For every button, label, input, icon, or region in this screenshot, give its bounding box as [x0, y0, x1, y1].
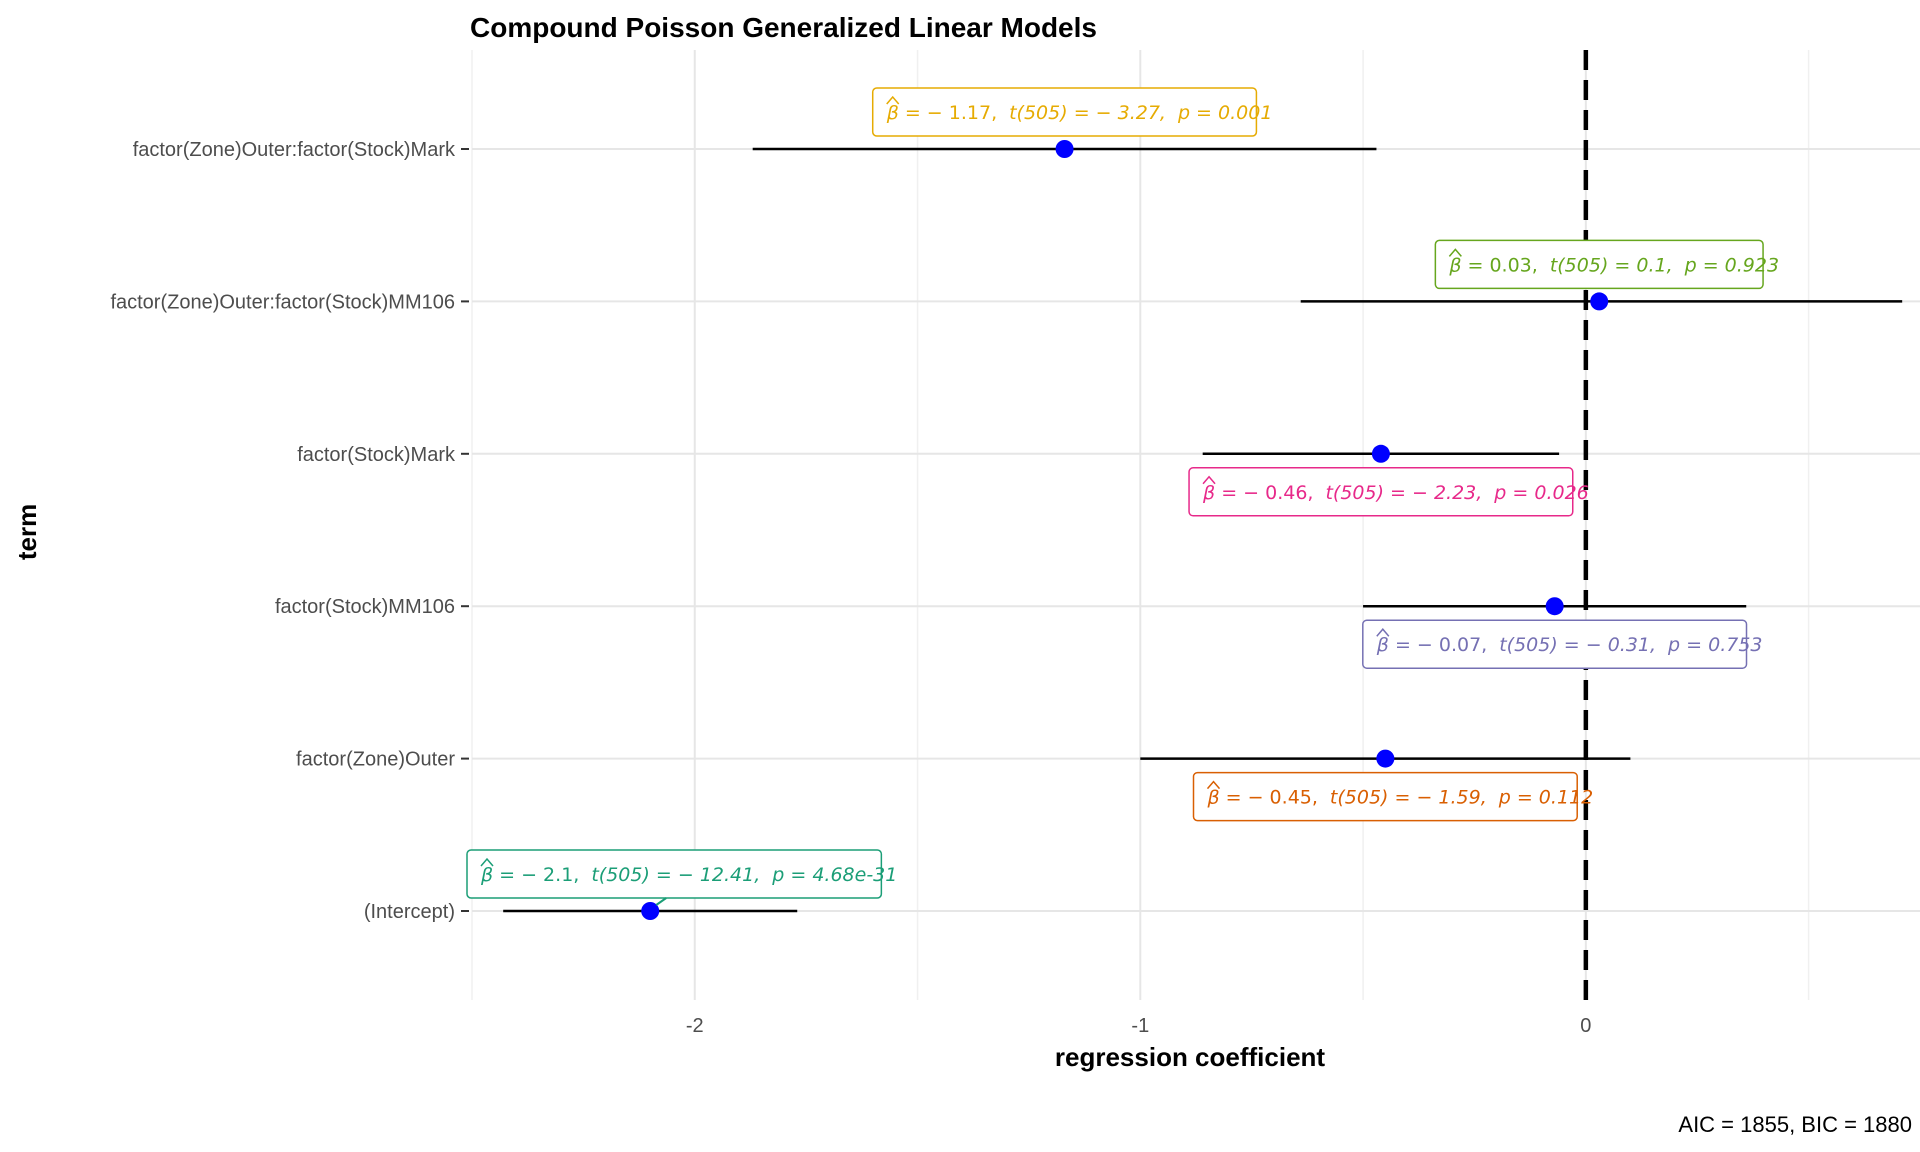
estimate-point	[1055, 140, 1074, 158]
x-tick-label: 0	[1580, 1015, 1591, 1037]
label-box	[1434, 239, 1764, 290]
chart-title: Compound Poisson Generalized Linear Mode…	[470, 12, 1097, 43]
x-axis: -2 -1 0	[686, 1015, 1592, 1037]
estimate-label: β = − 0.46, t(505) = − 2.23, p = 0.026	[1188, 467, 1589, 517]
y-tick-label: factor(Stock)MM106	[275, 596, 455, 618]
x-tick-label: -2	[686, 1015, 704, 1037]
beta-symbol: β	[1448, 254, 1461, 276]
beta-hat	[1202, 475, 1216, 485]
x-axis-title: regression coefficient	[1055, 1042, 1326, 1072]
t-statistic: t(505) = 0.1,	[1550, 254, 1673, 276]
p-value: p = 0.001	[1177, 102, 1272, 124]
beta-value: = 0.03,	[1468, 254, 1538, 276]
t-statistic: t(505) = − 1.59,	[1330, 787, 1487, 809]
beta-value: = − 1.17,	[905, 102, 997, 124]
label-box	[1192, 771, 1578, 822]
y-tick-label: factor(Zone)Outer:factor(Stock)MM106	[110, 291, 455, 313]
estimate-point	[1371, 444, 1390, 463]
p-value: p = 0.112	[1498, 787, 1593, 809]
label-box	[1362, 619, 1748, 669]
beta-value: = − 2.1,	[499, 864, 579, 886]
estimate-point	[1376, 749, 1395, 768]
y-tick-label: (Intercept)	[364, 901, 455, 923]
t-statistic: t(505) = − 3.27,	[1009, 102, 1166, 124]
t-statistic: t(505) = − 0.31,	[1499, 634, 1656, 656]
model-fit-caption: AIC = 1855, BIC = 1880	[1678, 1112, 1912, 1137]
estimate-annotations: β = − 1.17, t(505) = − 3.27, p = 0.001 β = 0.…	[466, 87, 1779, 906]
p-value: p = 4.68e-31	[771, 864, 897, 886]
estimate-label: β = − 0.07, t(505) = − 0.31, p = 0.753	[1362, 619, 1763, 669]
label-box	[871, 87, 1258, 137]
beta-value: = − 0.07,	[1395, 634, 1487, 656]
estimate-label: β = 0.03, t(505) = 0.1, p = 0.923	[1434, 239, 1779, 290]
label-leader	[655, 897, 667, 906]
beta-value: = − 0.45,	[1226, 787, 1318, 809]
estimate-point	[641, 902, 660, 920]
beta-hat	[1448, 248, 1462, 257]
t-statistic: t(505) = − 12.41,	[591, 864, 760, 886]
beta-hat	[1376, 628, 1390, 637]
label-text: β = − 0.07, t(505) = − 0.31, p = 0.753	[1376, 634, 1763, 656]
y-axis: factor(Zone)Outer:factor(Stock)Mark facto…	[110, 139, 469, 923]
estimate-points	[641, 140, 1609, 920]
estimate-label: β = − 2.1, t(505) = − 12.41, p = 4.68e-31	[466, 849, 897, 906]
y-tick-label: factor(Zone)Outer:factor(Stock)Mark	[133, 139, 456, 161]
p-value: p = 0.026	[1493, 482, 1588, 504]
beta-symbol: β	[1376, 634, 1389, 656]
label-text: β = − 1.17, t(505) = − 3.27, p = 0.001	[886, 102, 1273, 124]
y-axis-title: term	[12, 504, 42, 560]
y-tick-label: factor(Zone)Outer	[296, 749, 455, 771]
label-text: β = 0.03, t(505) = 0.1, p = 0.923	[1448, 254, 1779, 276]
estimate-point	[1545, 597, 1564, 616]
beta-symbol: β	[1202, 482, 1215, 504]
label-box	[1188, 467, 1574, 517]
label-text: β = − 0.45, t(505) = − 1.59, p = 0.112	[1207, 787, 1594, 809]
x-tick-label: -1	[1131, 1015, 1149, 1037]
label-text: β = − 2.1, t(505) = − 12.41, p = 4.68e-31	[480, 864, 897, 886]
estimate-label: β = − 1.17, t(505) = − 3.27, p = 0.001	[871, 87, 1273, 137]
estimate-point	[1590, 292, 1609, 311]
beta-hat	[480, 857, 494, 867]
p-value: p = 0.923	[1684, 254, 1779, 276]
beta-value: = − 0.46,	[1221, 482, 1313, 504]
label-box	[466, 849, 883, 899]
beta-symbol: β	[1207, 787, 1220, 809]
label-text: β = − 0.46, t(505) = − 2.23, p = 0.026	[1202, 482, 1589, 504]
y-tick-label: factor(Stock)Mark	[297, 444, 456, 466]
p-value: p = 0.753	[1667, 634, 1762, 656]
beta-symbol: β	[886, 102, 899, 124]
beta-hat	[1206, 780, 1221, 790]
t-statistic: t(505) = − 2.23,	[1325, 482, 1482, 504]
estimate-label: β = − 0.45, t(505) = − 1.59, p = 0.112	[1192, 771, 1594, 822]
beta-symbol: β	[480, 864, 493, 886]
beta-hat	[886, 95, 900, 105]
